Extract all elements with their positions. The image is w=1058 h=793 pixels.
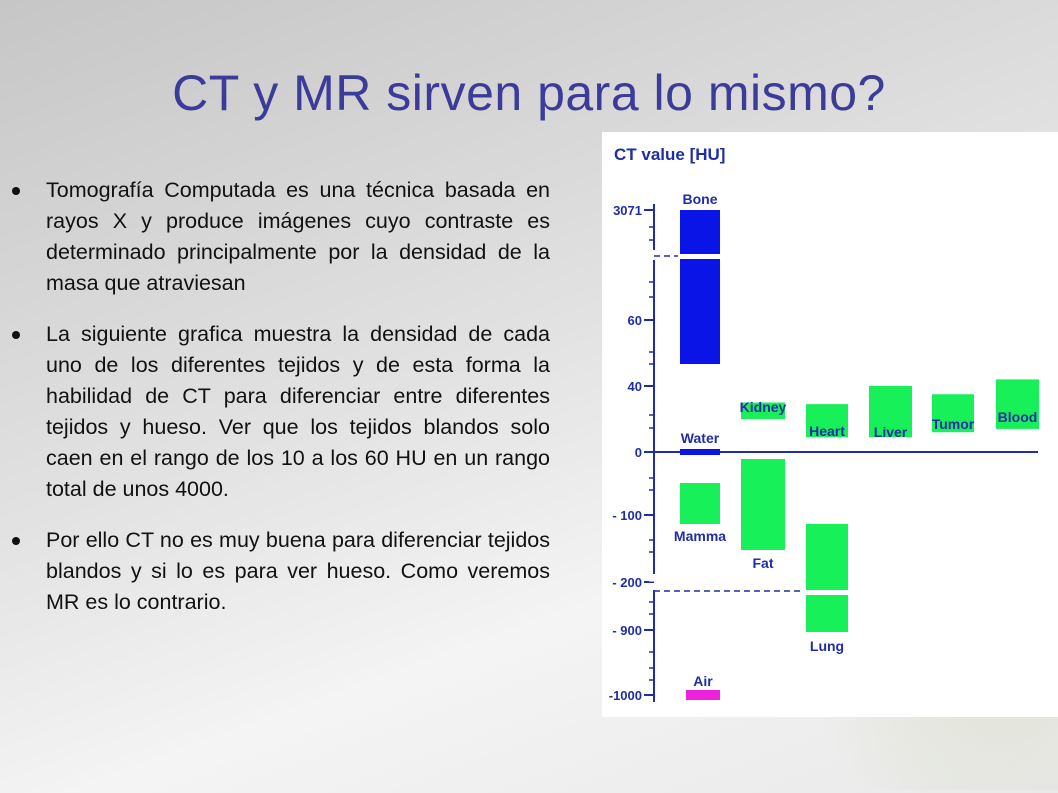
bar-tumor xyxy=(932,394,974,433)
bar-bone xyxy=(680,210,720,364)
bullet-dot-icon xyxy=(12,537,20,545)
bar-air xyxy=(686,690,720,700)
bar-label-heart: Heart xyxy=(809,423,845,439)
bullet-item: Por ello CT no es muy buena para diferen… xyxy=(12,525,550,618)
y-axis-tick-label: 3071 xyxy=(613,203,642,218)
bullet-item: Tomografía Computada es una técnica basa… xyxy=(12,175,550,299)
bar-label-liver: Liver xyxy=(874,424,908,440)
bullet-text: Por ello CT no es muy buena para diferen… xyxy=(46,528,550,614)
y-axis-tick-label: 0 xyxy=(635,445,642,460)
bar-label-water: Water xyxy=(681,430,720,446)
bar-label-kidney: Kidney xyxy=(740,399,787,415)
bullet-item: La siguiente grafica muestra la densidad… xyxy=(12,319,550,505)
bullet-list: Tomografía Computada es una técnica basa… xyxy=(12,175,550,638)
bar-label-bone: Bone xyxy=(683,191,718,207)
y-axis-tick-label: - 100 xyxy=(612,508,642,523)
bone-break-gap xyxy=(678,254,724,259)
y-axis-tick-label: - 200 xyxy=(612,575,642,590)
y-axis-tick-label: 40 xyxy=(628,379,642,394)
y-axis-tick-label: -1000 xyxy=(609,688,642,703)
bar-label-air: Air xyxy=(693,673,713,689)
bullet-text: Tomografía Computada es una técnica basa… xyxy=(46,178,550,295)
lung-break-gap xyxy=(804,590,850,595)
bar-kidney xyxy=(741,402,785,419)
y-axis-label: CT value [HU] xyxy=(614,145,725,164)
bullet-text: La siguiente grafica muestra la densidad… xyxy=(46,322,550,501)
ct-value-chart-svg: CT value [HU] 3071 60 40 0 - 100 - 200 - 900 -10… xyxy=(609,145,1039,703)
bar-blood xyxy=(996,379,1039,429)
y-axis-tick-label: 60 xyxy=(628,313,642,328)
bar-liver xyxy=(869,386,912,438)
bar-label-blood: Blood xyxy=(998,409,1038,425)
bullet-dot-icon xyxy=(12,331,20,339)
bar-mamma xyxy=(680,483,720,524)
bar-label-fat: Fat xyxy=(753,555,774,571)
bar-heart xyxy=(806,404,848,438)
y-axis-tick-label: - 900 xyxy=(612,623,642,638)
bar-water xyxy=(680,449,720,455)
ct-value-chart: CT value [HU] 3071 60 40 0 - 100 - 200 - 900 -10… xyxy=(602,132,1058,717)
bar-fat xyxy=(741,459,785,550)
bar-label-tumor: Tumor xyxy=(932,416,975,432)
bar-lung xyxy=(806,524,848,632)
bar-label-lung: Lung xyxy=(810,638,844,654)
bullet-dot-icon xyxy=(12,187,20,195)
slide-title: CT y MR sirven para lo mismo? xyxy=(172,65,886,121)
bar-label-mamma: Mamma xyxy=(674,528,726,544)
